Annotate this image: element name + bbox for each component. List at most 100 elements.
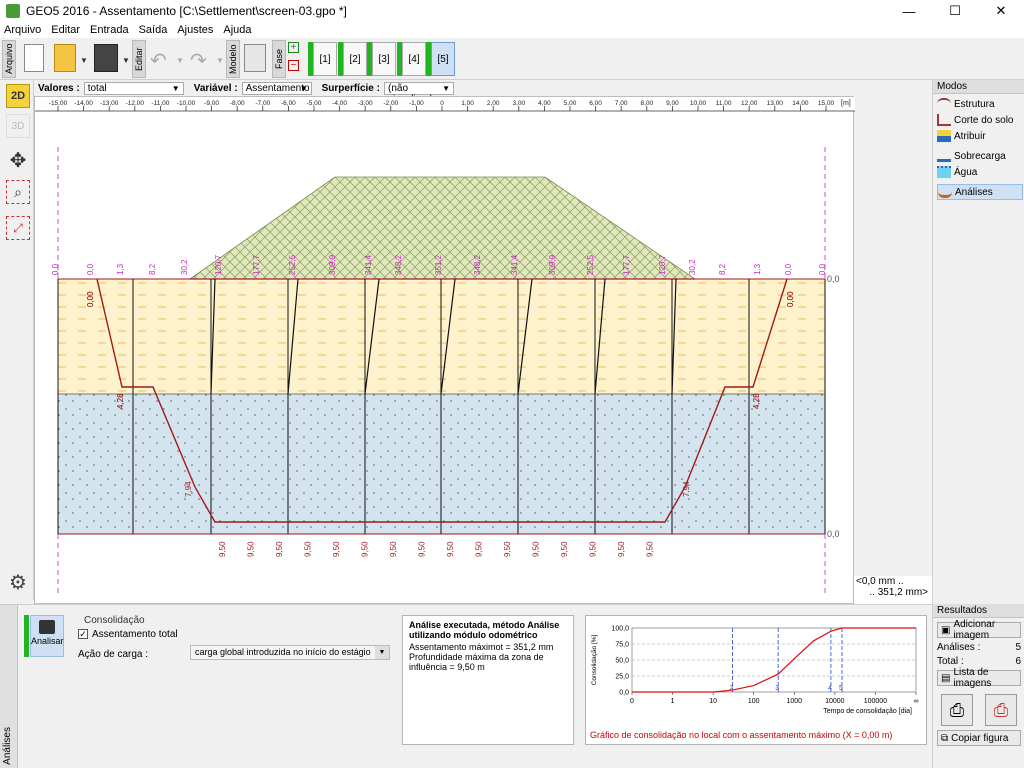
results-header: Resultados (933, 604, 1024, 618)
menu-ajuda[interactable]: Ajuda (223, 24, 252, 36)
total-label: Total : (937, 656, 964, 667)
ruler-tick-label: 0 (440, 100, 444, 107)
save-dropdown-icon[interactable]: ▼ (122, 56, 130, 65)
ruler-tick-label: -3,00 (358, 100, 373, 107)
undo-icon[interactable]: ↶ (150, 50, 167, 72)
bottom-side-tab[interactable]: Análises (0, 605, 18, 768)
chart-x-tick-label: 10 (709, 698, 717, 705)
move-icon[interactable]: ✥ (9, 149, 27, 172)
surface-settlement-label: 348,2 (394, 254, 403, 275)
menu-arquivo[interactable]: Arquivo (4, 24, 42, 36)
surface-settlement-label: 177,7 (622, 254, 631, 275)
stage-5-button[interactable]: [5] (431, 42, 455, 76)
stage-4-button[interactable]: [4] (402, 42, 426, 76)
menu-ajustes[interactable]: Ajustes (177, 24, 214, 36)
chart-y-tick-label: 50,0 (615, 658, 629, 665)
bottom-axis-label: 0,0 (827, 529, 840, 539)
stage-3-button[interactable]: [3] (372, 42, 396, 76)
view-2d-button[interactable]: 2D (6, 84, 30, 108)
maximize-button[interactable]: ☐ (949, 3, 961, 18)
ruler-tick-label: 12,00 (741, 100, 758, 107)
variavel-value: Assentamento (245, 82, 310, 94)
copy-figure-button[interactable]: ⧉ Copiar figura (937, 730, 1021, 746)
add-stage-icon[interactable]: + (288, 42, 299, 53)
add-image-button[interactable]: ▣ Adicionar imagem (937, 619, 1021, 641)
menu-entrada[interactable]: Entrada (90, 24, 129, 36)
undo-dropdown-icon[interactable]: ▼ (176, 56, 184, 65)
stage-2-button[interactable]: [2] (343, 42, 367, 76)
print-export-icon[interactable]: ⎙ (985, 694, 1017, 726)
total-settlement-label: Assentamento total (92, 629, 178, 640)
phase-tab[interactable]: Fase (272, 40, 286, 78)
chart-y-axis-label: Consolidação [%] (591, 635, 598, 686)
image-list-button[interactable]: ▤ Lista de imagens (937, 667, 1021, 689)
view-3d-button[interactable]: 3D (6, 114, 30, 138)
new-file-icon[interactable] (24, 44, 44, 72)
model-icon[interactable] (244, 44, 266, 72)
stage-2-indicator (338, 42, 343, 76)
surface-settlement-label: 120,7 (658, 254, 667, 275)
depth-label: 0,00 (86, 291, 95, 307)
mode-corte-do-solo[interactable]: Corte do solo (937, 112, 1023, 128)
close-button[interactable]: ✕ (995, 3, 1007, 18)
file-tab[interactable]: Arquivo (2, 40, 16, 78)
total-settlement-checkbox[interactable]: ✓ (78, 629, 88, 639)
analyze-button[interactable]: Analisar (30, 615, 64, 657)
mode-estrutura[interactable]: Estrutura (937, 96, 1023, 112)
stage-3-indicator (367, 42, 372, 76)
mode-analises[interactable]: Análises (937, 184, 1023, 200)
valores-select[interactable]: total ▼ (83, 81, 184, 95)
variavel-select[interactable]: Assentamento ▼ (241, 81, 312, 95)
ruler-tick-label: 8,00 (640, 100, 653, 107)
surface-settlement-label: 177,7 (252, 254, 261, 275)
readout-min: <0,0 mm .. (856, 576, 904, 587)
zoom-extents-icon[interactable]: ⤢ (6, 216, 30, 240)
edit-tab[interactable]: Editar (132, 40, 146, 78)
model-tab[interactable]: Modelo (226, 40, 240, 78)
menu-saida[interactable]: Saída (138, 24, 168, 36)
surface-settlement-label: 0,0 (784, 263, 793, 275)
add-image-icon: ▣ (941, 624, 951, 636)
ruler-tick-label: -14,00 (74, 100, 93, 107)
stage-1-button[interactable]: [1] (313, 42, 337, 76)
superficie-select[interactable]: (não visualizar)▼ (383, 81, 454, 105)
analyze-icon (39, 620, 55, 634)
settings-gear-icon[interactable]: ⚙ (9, 571, 27, 594)
zoom-icon[interactable]: ⌕ (6, 180, 30, 204)
ruler-tick-label: 9,00 (666, 100, 679, 107)
mode-agua[interactable]: Água (937, 164, 1023, 180)
open-dropdown-icon[interactable]: ▼ (80, 56, 88, 65)
ruler-tick-label: -11,00 (151, 100, 169, 107)
water-icon (937, 166, 951, 178)
chart-y-tick-label: 75,0 (615, 642, 629, 649)
mode-atribuir[interactable]: Atribuir (937, 128, 1023, 144)
save-icon[interactable] (94, 44, 118, 72)
open-folder-icon[interactable] (54, 44, 76, 72)
print-icon[interactable]: ⎙ (941, 694, 973, 726)
minimize-button[interactable]: — (902, 3, 916, 19)
ruler-tick-label: -1,00 (409, 100, 424, 107)
influence-depth-line (96, 278, 788, 523)
surface-settlement-label: 309,9 (548, 254, 557, 275)
surface-settlement-label: 1,3 (116, 263, 125, 275)
chart-x-tick-label: 10000 (825, 698, 845, 705)
title-bar: GEO5 2016 - Assentamento [C:\Settlement\… (0, 0, 1024, 22)
chart-y-tick-label: 25,0 (615, 674, 629, 681)
ruler-tick-label: -6,00 (281, 100, 296, 107)
redo-dropdown-icon[interactable]: ▼ (216, 56, 224, 65)
chart-stage-marker-label: 4 (828, 685, 832, 692)
result-max-settlement: Assentamento máximot = 351,2 mm (409, 642, 554, 652)
drawing-canvas[interactable]: -15,00 -14,00 -13,00 -12,00 -11,00 -10,00 -9,0… (34, 96, 855, 604)
ruler-tick-label: -4,00 (332, 100, 347, 107)
redo-icon[interactable]: ↷ (190, 50, 207, 72)
surface-settlement-label: 8,2 (148, 263, 157, 275)
image-list-label: Lista de imagens (953, 667, 992, 689)
chart-x-tick-label: ∞ (914, 698, 919, 705)
menu-editar[interactable]: Editar (51, 24, 81, 36)
surface-settlement-label: 351,2 (434, 254, 443, 275)
load-action-select[interactable]: carga global introduzida no início do es… (190, 645, 390, 660)
chart-stage-marker-label: 2 (730, 685, 734, 692)
remove-stage-icon[interactable]: − (288, 60, 299, 71)
mode-sobrecarga[interactable]: Sobrecarga (937, 148, 1023, 164)
depth-label: 7,94 (682, 481, 691, 497)
